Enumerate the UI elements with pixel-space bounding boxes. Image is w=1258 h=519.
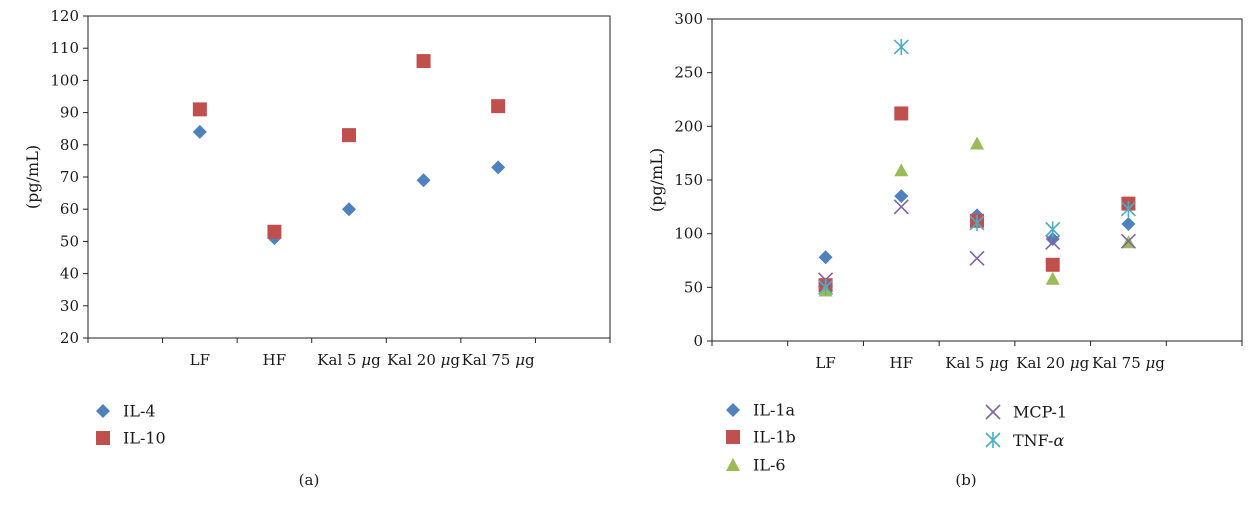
data-point-il-10 [342, 128, 356, 143]
data-point-il-10 [491, 99, 506, 114]
data-point-il-6 [894, 163, 909, 177]
legend-marker [96, 431, 110, 445]
data-point-il-1a [1045, 232, 1060, 247]
data-point-il-1a [1121, 217, 1136, 232]
y-tick-label: 50 [684, 278, 703, 296]
legend-marker [726, 403, 740, 417]
x-tick-label: LF [190, 351, 210, 369]
y-tick-label: 60 [60, 200, 79, 218]
data-point-il-1b [1045, 257, 1060, 272]
data-point-il-4 [491, 160, 506, 175]
legend-label: IL-6 [753, 456, 786, 475]
y-tick-label: 250 [674, 64, 703, 82]
x-tick-label: Kal 5 μg [945, 354, 1009, 372]
data-point-il-10 [267, 224, 282, 239]
legend-marker [96, 404, 110, 418]
legend-label: MCP-1 [1013, 403, 1067, 422]
y-axis-label: (pg/mL) [23, 145, 42, 209]
x-tick-label: LF [815, 354, 835, 372]
data-point-tnf- [1120, 200, 1136, 218]
plot-area [711, 18, 1243, 342]
y-tick-label: 0 [693, 332, 703, 350]
data-point-tnf- [818, 279, 834, 296]
chart-panel-b: 0 50 100 150 200 250 300 LF HF Kal 5 μg Kal 20 μg K… [647, 10, 1243, 489]
data-point-tnf- [969, 214, 985, 231]
x-tick-label: Kal 5 μg [317, 351, 381, 369]
x-tick-label: HF [890, 354, 914, 372]
chart-panel-a: 20 30 40 50 60 70 80 90 100 110 120 LF HF Kal 5 μg Kal… [23, 7, 611, 489]
x-tick-label: HF [263, 351, 287, 369]
legend-marker [985, 431, 1001, 449]
data-point-il-4 [192, 124, 207, 139]
data-point-il-4 [342, 202, 356, 217]
y-tick-label: 40 [60, 265, 79, 283]
data-point-il-1a [894, 189, 909, 204]
panel-label: (a) [299, 471, 320, 489]
y-tick-label: 30 [60, 297, 79, 315]
legend-label: IL-4 [123, 402, 156, 421]
data-point-mcp-1 [969, 250, 985, 266]
data-point-mcp-1 [1045, 234, 1061, 250]
legend-label: IL-1a [753, 401, 796, 420]
legend-label: IL-10 [123, 429, 166, 448]
panel-label: (b) [955, 471, 976, 489]
data-point-il-6 [1045, 271, 1060, 285]
y-tick-label: 90 [60, 104, 79, 122]
y-tick-label: 300 [674, 10, 703, 28]
y-tick-label: 200 [674, 117, 703, 135]
legend-label: TNF-α [1013, 431, 1064, 450]
x-tick-label: Kal 75 μg [1092, 354, 1165, 372]
data-point-tnf- [1045, 221, 1061, 238]
data-point-tnf- [893, 38, 909, 55]
data-point-il-6 [970, 136, 984, 150]
y-tick-label: 110 [50, 39, 79, 57]
legend-marker [726, 458, 740, 471]
data-point-il-1b [894, 106, 909, 121]
data-point-il-4 [416, 173, 431, 188]
x-tick-label: Kal 20 μg [1016, 354, 1089, 372]
x-tick-label: Kal 75 μg [462, 351, 535, 369]
y-tick-label: 80 [60, 136, 79, 154]
y-tick-label: 150 [674, 171, 703, 189]
y-tick-label: 70 [60, 168, 79, 186]
x-tick-label: Kal 20 μg [387, 351, 460, 369]
data-point-mcp-1 [893, 199, 909, 215]
legend-marker [726, 430, 740, 444]
plot-area [87, 15, 611, 339]
y-tick-label: 20 [60, 329, 79, 347]
y-tick-label: 100 [50, 71, 79, 89]
y-axis-label: (pg/mL) [647, 148, 666, 212]
data-point-il-10 [192, 102, 207, 117]
legend-label: IL-1b [753, 428, 796, 447]
y-tick-label: 120 [50, 7, 79, 25]
y-tick-label: 50 [60, 232, 79, 250]
y-tick-label: 100 [674, 225, 703, 243]
data-point-il-1a [818, 250, 833, 265]
data-point-mcp-1 [1120, 233, 1136, 249]
legend-marker [985, 404, 1001, 420]
data-point-il-10 [416, 54, 431, 69]
